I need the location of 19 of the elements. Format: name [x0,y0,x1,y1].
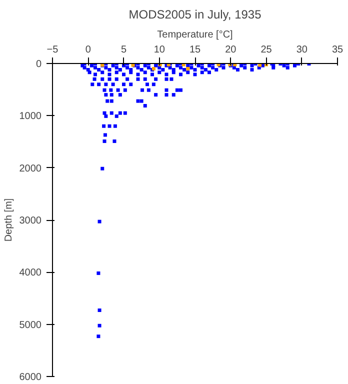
x-tick-label: 0 [85,44,92,56]
y-tick-label: 0 [36,59,42,70]
x-tick-label: 30 [296,44,308,56]
y-tick-label: 6000 [19,372,42,383]
y-tick-label: 5000 [19,320,42,331]
y-tick-label: 4000 [19,268,42,279]
y-tick-label: 1000 [19,111,42,122]
x-tick-label: 10 [154,44,166,56]
x-tick-label: 25 [260,44,272,56]
x-tick-label: 15 [189,44,201,56]
x-axis-title: Temperature [°C] [157,30,234,40]
y-tick-label: 2000 [19,163,42,174]
x-tick-label: 20 [225,44,237,56]
y-tick-label: 3000 [19,216,42,226]
x-tick-label: 5 [120,44,127,56]
y-axis-title: Depth [m] [3,198,14,242]
chart-title: MODS2005 in July, 1935 [128,8,262,22]
x-tick-label: 35 [332,44,344,56]
x-tick-label: −5 [46,44,59,56]
